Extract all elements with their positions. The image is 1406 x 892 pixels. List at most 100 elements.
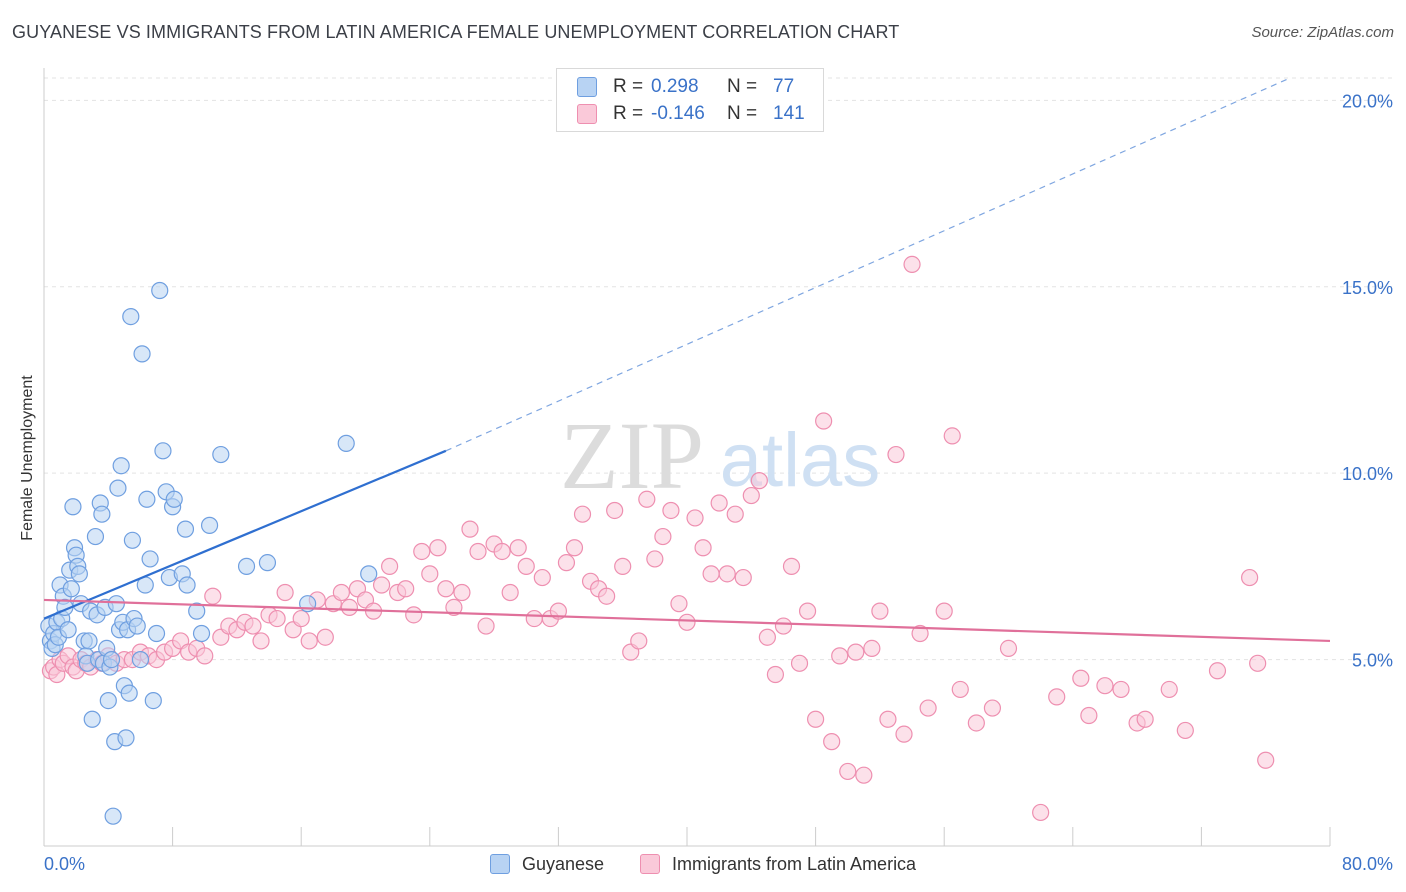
y-tick-label: 5.0% [1352,651,1393,671]
latin-america-point [646,550,664,568]
latin-america-point [999,639,1018,658]
latin-america-point [710,494,728,512]
guyanese-point [360,565,378,583]
latin-america-point [1080,706,1098,725]
latin-america-point [654,527,672,546]
latin-america-point [445,598,463,616]
latin-america-point [469,542,487,561]
latin-america-point [340,598,359,616]
latin-america-point [694,539,712,557]
latin-america-point [1096,677,1114,695]
guyanese-point [141,550,159,568]
y-tick-label: 15.0% [1342,278,1393,298]
latin-america-point [292,609,310,628]
guyanese-point [192,624,211,643]
guyanese-trend-extension [445,77,1291,452]
guyanese-point [188,602,206,620]
latin-america-point [1136,710,1154,728]
watermark-atlas: atlas [720,418,881,503]
latin-america-point [614,557,632,575]
guyanese-point [258,554,277,572]
guyanese-point [109,479,127,497]
latin-america-point [252,632,270,650]
guyanese-point [147,624,166,643]
guyanese-point [237,557,256,575]
source-label: Source: ZipAtlas.com [1251,24,1394,41]
latin-america-point [823,733,841,751]
latin-america-point [790,654,809,672]
latin-america-point [967,714,985,732]
latin-america-point [413,542,431,561]
legend-r-label: R = [613,103,644,124]
guyanese-point [131,650,150,669]
latin-america-point [758,628,776,646]
latin-america-point [316,628,334,646]
latin-america-point [718,565,736,583]
data-points [40,255,1275,825]
legend-r-label: R = [613,76,644,97]
legend-n-value-latin-america: 141 [773,103,805,124]
latin-america-point [638,490,656,508]
bottom-legend-label-guyanese: Guyanese [522,853,605,874]
latin-america-point [871,602,889,620]
latin-america-point [831,647,849,665]
latin-america-point [935,602,953,620]
guyanese-point [93,505,111,523]
latin-america-point [1160,680,1178,699]
guyanese-point [86,527,105,546]
latin-america-point [1176,721,1194,740]
legend-swatch-latin-america [577,104,597,124]
guyanese-point [133,345,151,363]
latin-america-point [815,412,833,430]
latin-america-point [798,602,817,620]
guyanese-point [138,490,156,508]
trend-lines [43,77,1331,643]
latin-america-point [782,557,801,575]
latin-america-point [517,557,535,575]
x-tick-label: 0.0% [44,854,85,874]
latin-america-point [332,583,350,602]
guyanese-point [120,684,138,702]
latin-america-point [702,565,720,583]
latin-america-point [381,557,399,575]
guyanese-point [99,692,117,710]
latin-america-trend-line [43,598,1331,643]
legend-n-value-guyanese: 77 [773,76,795,97]
latin-america-point [501,583,519,602]
y-tick-label: 10.0% [1342,464,1393,484]
latin-america-point [565,539,584,557]
guyanese-point [128,617,146,635]
latin-america-point [204,587,222,605]
latin-america-point [1208,662,1227,680]
y-tick-label: 20.0% [1342,91,1393,111]
latin-america-point [726,505,744,523]
bottom-legend-swatch-guyanese [490,854,510,874]
legend-row-latin-america: R = -0.146 N = 141 [577,102,805,126]
latin-america-point [196,647,214,665]
guyanese-point [176,520,195,538]
guyanese-point [122,308,140,326]
guyanese-point [102,650,121,669]
watermark: ZIP atlas [560,402,880,509]
guyanese-point [80,632,98,650]
chart-title: GUYANESE VS IMMIGRANTS FROM LATIN AMERIC… [12,22,900,42]
watermark-zip: ZIP [560,402,704,509]
bottom-legend-swatch-latin-america [640,854,660,874]
latin-america-point [919,699,937,717]
latin-america-point [461,520,479,538]
latin-america-point [372,576,391,594]
guyanese-point [123,531,142,549]
guyanese-point [107,595,125,613]
bottom-legend-label-latin-america: Immigrants from Latin America [672,853,917,874]
latin-america-point [742,486,760,505]
legend-r-value-guyanese: 0.298 [651,76,699,97]
legend-r-value-latin-america: -0.146 [651,103,705,124]
guyanese-point [64,498,82,516]
latin-america-point [453,583,471,602]
legend-n-label: N = [727,76,758,97]
latin-america-point [533,568,551,587]
guyanese-point [165,490,183,508]
guyanese-point [200,516,219,534]
latin-america-point [397,580,415,598]
